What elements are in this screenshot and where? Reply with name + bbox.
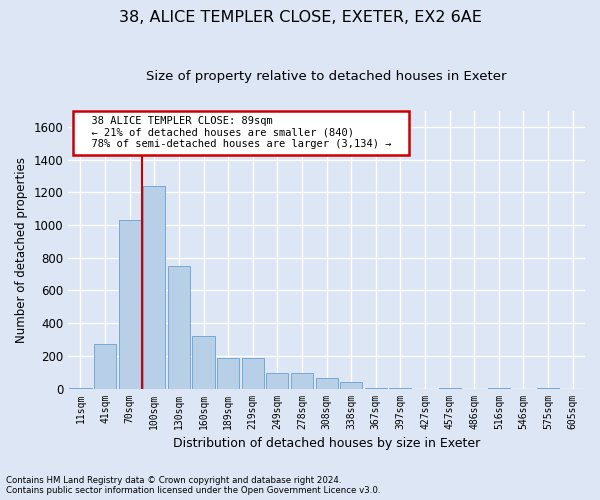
Bar bbox=[217, 358, 239, 388]
Text: 38 ALICE TEMPLER CLOSE: 89sqm  
  ← 21% of detached houses are smaller (840)  
 : 38 ALICE TEMPLER CLOSE: 89sqm ← 21% of d… bbox=[79, 116, 404, 150]
Text: 38, ALICE TEMPLER CLOSE, EXETER, EX2 6AE: 38, ALICE TEMPLER CLOSE, EXETER, EX2 6AE bbox=[119, 10, 481, 25]
Bar bbox=[143, 186, 166, 388]
Bar bbox=[291, 373, 313, 388]
Text: Contains HM Land Registry data © Crown copyright and database right 2024.
Contai: Contains HM Land Registry data © Crown c… bbox=[6, 476, 380, 495]
Bar bbox=[94, 344, 116, 388]
Bar bbox=[316, 378, 338, 388]
Bar bbox=[266, 373, 289, 388]
Bar bbox=[340, 382, 362, 388]
Title: Size of property relative to detached houses in Exeter: Size of property relative to detached ho… bbox=[146, 70, 507, 83]
Bar bbox=[119, 220, 141, 388]
Y-axis label: Number of detached properties: Number of detached properties bbox=[15, 156, 28, 342]
Bar bbox=[168, 266, 190, 388]
Bar bbox=[193, 336, 215, 388]
X-axis label: Distribution of detached houses by size in Exeter: Distribution of detached houses by size … bbox=[173, 437, 480, 450]
Bar bbox=[242, 358, 264, 388]
